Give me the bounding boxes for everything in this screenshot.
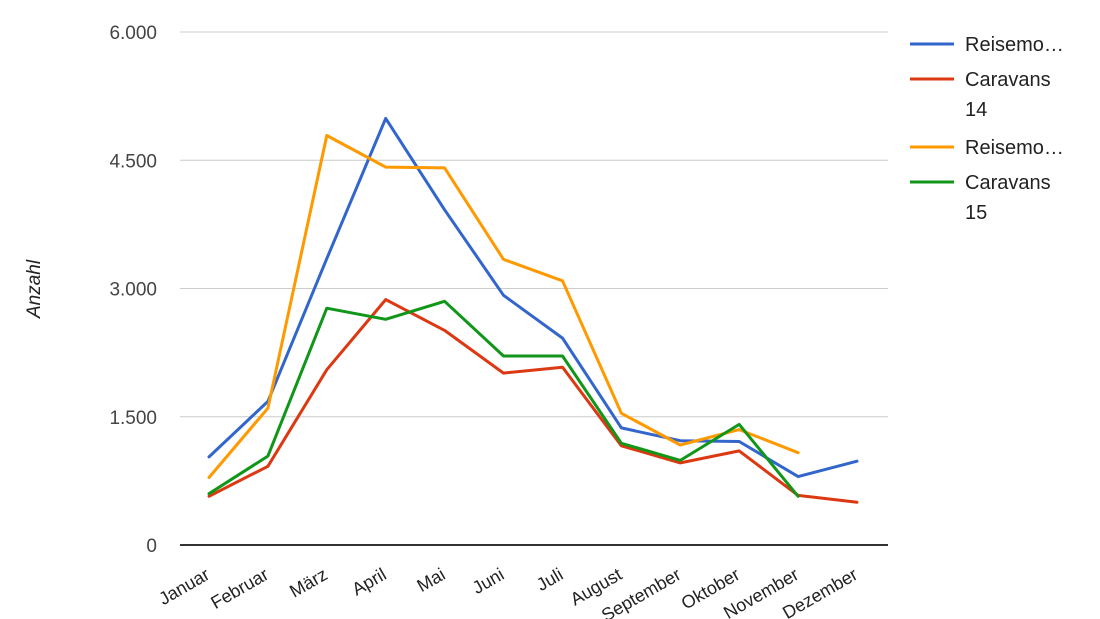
x-tick-label: April [349,564,390,599]
legend-label: Reisemo… [965,34,1064,56]
x-tick-label: Juni [469,564,508,598]
legend-item-1: Reisemo… [910,34,1064,56]
x-tick-label: Februar [207,564,272,613]
x-tick-label: Juli [533,564,566,595]
series-line-2 [207,298,859,504]
y-tick-label: 0 [146,536,157,557]
legend-label: Caravans [965,172,1051,194]
y-tick-label: 4.500 [109,151,157,172]
series-line-3 [207,134,800,479]
legend-label: 15 [965,202,987,224]
y-tick-label: 1.500 [109,408,157,429]
y-axis-title: Anzahl [24,259,45,319]
x-tick-label: Januar [155,564,213,609]
y-axis-ticks: 0 1.500 3.000 4.500 6.000 [109,23,157,557]
legend-label: 14 [965,99,987,121]
legend-item-2: Caravans 14 [910,69,1051,121]
x-tick-label: März [286,564,331,601]
x-tick-label: Mai [414,564,449,596]
legend-item-4: Caravans 15 [910,172,1051,224]
legend-item-3: Reisemo… [910,137,1064,159]
series-line-4 [207,299,800,498]
series-lines [207,116,859,504]
series-line-1 [207,116,859,479]
y-tick-label: 3.000 [109,280,157,301]
gridlines [180,31,888,418]
legend: Reisemo… Caravans 14 Reisemo… Caravans 15 [910,34,1064,224]
legend-label: Reisemo… [965,137,1064,159]
y-tick-label: 6.000 [109,23,157,44]
legend-label: Caravans [965,69,1051,91]
